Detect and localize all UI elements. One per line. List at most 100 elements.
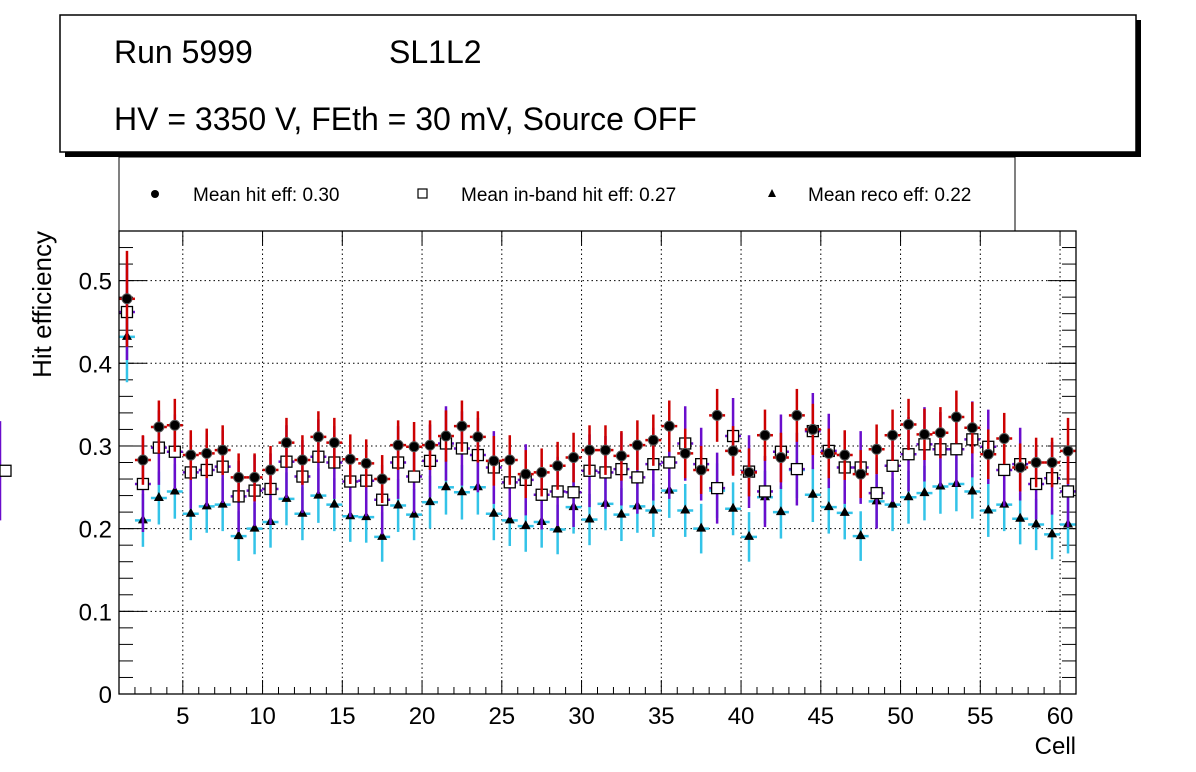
data-point-circle	[504, 454, 516, 466]
x-tick-label: 50	[887, 703, 914, 730]
legend-entry-hit: Mean hit eff: 0.30	[151, 185, 339, 206]
data-point-circle	[966, 422, 978, 434]
data-point-triangle	[1047, 528, 1058, 538]
data-point-circle	[871, 443, 883, 455]
data-point-circle	[408, 441, 420, 453]
data-point-triangle	[855, 530, 866, 540]
data-point-circle	[217, 444, 229, 456]
data-point-triangle	[823, 501, 834, 511]
data-point-circle	[153, 421, 165, 433]
data-point-circle	[1062, 445, 1074, 457]
plot-frame	[118, 230, 1077, 695]
data-point-circle	[121, 293, 133, 305]
data-point-circle	[249, 471, 261, 483]
data-point-triangle	[584, 513, 595, 523]
data-point-triangle	[728, 502, 739, 512]
data-point-circle	[552, 460, 564, 472]
data-point-square	[631, 471, 644, 484]
data-point-circle	[1046, 457, 1058, 468]
legend-label-hit: Mean hit eff: 0.30	[193, 185, 339, 206]
axis-ticks	[118, 231, 1077, 695]
data-point-circle	[568, 452, 580, 464]
data-point-circle	[631, 439, 643, 451]
data-point-circle	[711, 409, 723, 421]
data-point-triangle	[520, 520, 531, 530]
grid	[119, 231, 1076, 694]
data-point-square	[567, 486, 580, 499]
y-tick-labels: 0 0.1 0.2 0.3 0.4 0.5	[79, 269, 112, 709]
data-point-circle	[233, 471, 245, 483]
series-reco	[119, 291, 1076, 562]
data-point-triangle	[393, 499, 404, 509]
data-point-triangle	[233, 530, 244, 540]
conditions-label: HV = 3350 V, FEth = 30 mV, Source OFF	[114, 101, 697, 137]
data-point-triangle	[249, 522, 260, 532]
data-point-triangle	[456, 486, 467, 496]
data-point-triangle	[313, 489, 324, 499]
series-hit	[119, 250, 1076, 504]
x-tick-label: 10	[249, 703, 276, 730]
data-point-square	[902, 448, 915, 461]
data-point-square	[710, 481, 724, 495]
data-point-circle	[695, 464, 707, 476]
x-axis-label: Cell	[1035, 733, 1076, 760]
data-point-circle	[1030, 457, 1042, 468]
y-axis-label: Hit efficiency	[27, 231, 57, 378]
data-point-circle	[663, 420, 675, 432]
data-point-circle	[839, 449, 851, 461]
data-point-circle	[265, 464, 277, 476]
y-tick-label: 0.2	[79, 517, 112, 544]
data-point-circle	[424, 439, 436, 451]
data-point-triangle	[616, 508, 627, 518]
data-point-circle	[950, 411, 962, 423]
header-box	[59, 14, 1137, 153]
data-point-square	[663, 456, 676, 469]
data-point-circle	[647, 434, 659, 446]
data-point-circle	[137, 454, 149, 466]
data-point-square	[870, 486, 883, 500]
y-tick-label: 0	[99, 682, 112, 709]
data-point-circle	[903, 418, 915, 430]
data-point-circle	[169, 419, 181, 431]
data-point-circle	[360, 457, 372, 469]
data-point-circle	[679, 447, 691, 459]
data-point-circle	[328, 437, 340, 449]
data-point-triangle	[153, 492, 164, 502]
data-point-circle	[1014, 461, 1026, 473]
x-tick-label: 60	[1047, 703, 1074, 730]
data-point-square	[407, 470, 421, 483]
data-point-circle	[472, 431, 484, 443]
data-point-triangle	[409, 508, 420, 518]
data-point-circle	[615, 450, 627, 462]
legend-entry-reco: Mean reco eff: 0.22	[768, 185, 971, 206]
data-point-circle	[584, 444, 596, 456]
data-point-circle	[727, 445, 739, 457]
data-point-triangle	[807, 488, 818, 498]
series-inband	[0, 264, 1076, 535]
data-marks	[0, 250, 1076, 562]
data-point-triangle	[648, 504, 659, 514]
y-tick-label: 0.1	[79, 599, 112, 626]
data-point-circle	[392, 439, 404, 451]
x-tick-labels: 5 10 15 20 25 30 35 40 45 50 55 60	[176, 703, 1073, 730]
data-point-triangle	[1031, 518, 1042, 528]
data-point-square	[758, 485, 772, 498]
data-point-triangle	[967, 485, 978, 495]
data-point-triangle	[329, 498, 340, 508]
data-point-circle	[536, 466, 548, 478]
data-point-square	[950, 443, 963, 456]
data-point-circle	[759, 429, 771, 441]
data-point-circle	[998, 433, 1010, 445]
data-point-triangle	[425, 496, 436, 506]
x-tick-label: 45	[807, 703, 834, 730]
data-point-triangle	[169, 485, 180, 495]
data-point-circle	[456, 420, 468, 432]
x-tick-label: 25	[488, 703, 515, 730]
legend-box	[118, 156, 1016, 232]
x-tick-label: 30	[568, 703, 595, 730]
legend-square-marker	[417, 188, 428, 199]
y-tick-label: 0.5	[79, 269, 112, 296]
data-point-triangle	[1015, 512, 1026, 522]
data-point-square	[998, 463, 1011, 477]
data-point-triangle	[504, 514, 515, 524]
